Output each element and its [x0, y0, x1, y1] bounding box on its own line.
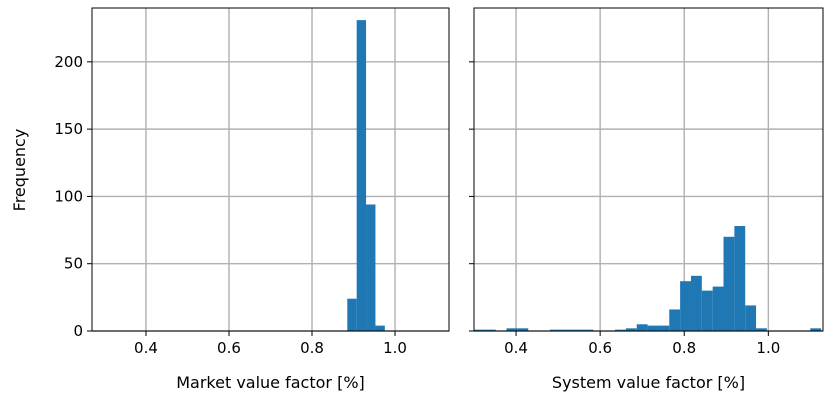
histogram-bar	[669, 309, 681, 331]
plot-frame	[91, 7, 450, 332]
histogram-bar	[560, 329, 572, 331]
histogram-bar	[506, 328, 518, 331]
x-axis-label: Market value factor [%]	[176, 373, 365, 392]
x-tick-label: 1.0	[383, 339, 407, 357]
histogram-bar	[474, 329, 485, 331]
y-tick-label: 100	[54, 187, 83, 205]
histogram-bar	[756, 328, 767, 331]
x-tick-label: 0.4	[134, 339, 158, 357]
histogram-bar	[712, 286, 724, 331]
histogram-bar	[347, 298, 357, 331]
histogram-bar	[484, 329, 496, 331]
histogram-bar	[356, 20, 367, 332]
histogram-bar	[517, 328, 529, 331]
histogram-bar	[366, 204, 376, 331]
y-axis-label: Frequency	[10, 129, 29, 212]
y-tick-label: 200	[54, 53, 83, 71]
histogram-bar	[658, 325, 670, 331]
histogram-bar	[690, 275, 702, 331]
system-value-factor-histogram: 0.4 0.6 0.8 1.0 System value factor [%]	[469, 7, 824, 392]
histogram-bar	[810, 328, 822, 331]
histogram-bar	[615, 329, 626, 331]
x-tick-label: 0.8	[672, 339, 696, 357]
histogram-bar	[571, 329, 583, 331]
y-tick-label: 150	[54, 120, 83, 138]
x-tick-label: 0.4	[504, 339, 528, 357]
histogram-bar	[582, 329, 594, 331]
plot-frame	[473, 7, 824, 332]
histogram-bar	[680, 281, 691, 331]
x-tick-label: 0.6	[588, 339, 612, 357]
x-axis-label: System value factor [%]	[552, 373, 745, 392]
histogram-bar	[723, 236, 735, 331]
histogram-bar	[549, 329, 561, 331]
market-value-factor-histogram: 0.4 0.6 0.8 1.0 0 50 100 150 200 Market value fac…	[54, 7, 450, 392]
x-tick-label: 1.0	[756, 339, 780, 357]
histogram-bar	[636, 324, 648, 331]
histogram-bar	[647, 325, 659, 331]
histogram-bar	[625, 328, 637, 331]
histogram-bar	[701, 290, 713, 331]
x-tick-label: 0.6	[217, 339, 241, 357]
x-tick-label: 0.8	[300, 339, 324, 357]
histogram-bar	[745, 305, 757, 331]
y-tick-label: 0	[73, 322, 83, 340]
histogram-bar	[734, 226, 746, 331]
y-tick-label: 50	[64, 255, 83, 273]
histogram-bar	[375, 325, 385, 331]
